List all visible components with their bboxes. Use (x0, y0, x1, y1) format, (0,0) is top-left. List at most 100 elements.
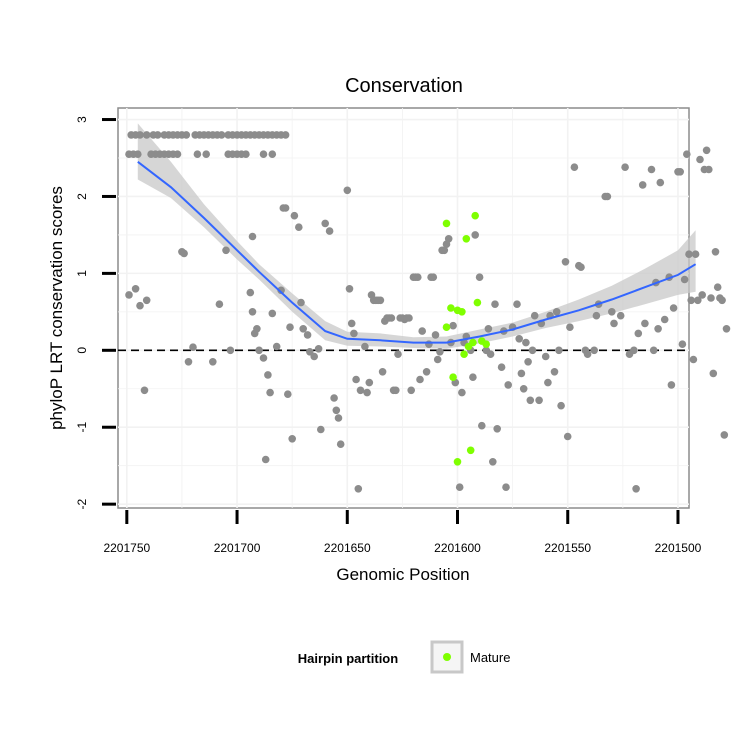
data-point-other (255, 346, 263, 355)
data-point-other (528, 346, 537, 355)
data-point-other (184, 358, 193, 366)
data-point-other (321, 219, 330, 228)
data-point-other (563, 432, 572, 441)
data-point-other (268, 309, 277, 318)
data-point-other (365, 378, 374, 387)
data-point-other (641, 319, 649, 328)
data-point-other (590, 346, 598, 355)
x-tick-label: 2201500 (655, 541, 702, 555)
data-point-other (189, 343, 197, 352)
data-point-other (253, 325, 261, 333)
data-point-other (475, 273, 484, 282)
data-point-other (299, 325, 308, 333)
data-point-other (713, 283, 722, 292)
data-point-other (621, 163, 629, 171)
data-point-other (193, 150, 202, 158)
data-point-mature (447, 304, 455, 312)
data-point-other (541, 352, 550, 361)
data-point-other (266, 388, 274, 397)
y-tick-label: 3 (75, 116, 89, 123)
data-point-mature (471, 211, 480, 220)
data-point-other (131, 285, 140, 293)
data-point-other (242, 150, 250, 158)
data-point-other (669, 304, 678, 312)
data-point-other (284, 390, 292, 399)
data-point-other (422, 368, 431, 376)
data-point-other (513, 300, 521, 309)
y-tick-label: -2 (75, 499, 89, 510)
y-tick-label: -1 (75, 422, 89, 433)
data-point-other (504, 381, 512, 389)
data-point-other (707, 294, 715, 302)
data-point-other (356, 386, 365, 395)
x-tick-label: 2201650 (324, 541, 371, 555)
data-point-other (416, 375, 424, 384)
data-point-other (689, 355, 698, 364)
data-point-other (493, 425, 502, 433)
data-point-other (303, 331, 312, 339)
data-point-other (694, 296, 702, 305)
data-point-other (134, 150, 142, 158)
data-point-other (246, 288, 255, 297)
data-point-other (182, 131, 191, 139)
mature-points (442, 211, 491, 466)
data-point-other (720, 431, 729, 439)
data-point-other (259, 354, 268, 362)
data-point-other (676, 168, 684, 176)
x-tick-label: 2201750 (103, 541, 150, 555)
data-point-other (259, 150, 268, 158)
data-point-other (352, 375, 360, 384)
data-point-other (405, 314, 413, 322)
data-point-other (173, 150, 182, 158)
data-point-other (535, 396, 543, 405)
data-point-other (552, 308, 561, 316)
data-point-other (140, 386, 149, 395)
data-point-other (209, 358, 217, 366)
data-point-mature (449, 373, 457, 382)
confidence-band (137, 123, 696, 349)
data-point-other (484, 325, 493, 333)
x-tick-label: 2201700 (214, 541, 261, 555)
data-point-other (314, 345, 323, 353)
data-point-other (515, 335, 523, 343)
data-point-other (125, 291, 133, 299)
data-point-other (345, 285, 354, 293)
data-point-other (638, 181, 647, 189)
data-point-other (517, 369, 526, 378)
data-point-other (592, 311, 601, 320)
data-point-other (491, 300, 499, 309)
data-point-other (566, 323, 574, 332)
data-point-other (698, 291, 706, 299)
data-point-other (449, 321, 457, 330)
data-point-other (458, 388, 466, 397)
data-point-other (142, 131, 151, 139)
data-point-other (136, 131, 144, 139)
data-point-other (350, 329, 358, 338)
data-point-mature (466, 446, 475, 455)
data-point-other (603, 192, 612, 201)
data-point-other (361, 342, 369, 351)
data-point-other (489, 458, 497, 466)
data-point-mature (469, 338, 477, 347)
legend-title: Hairpin partition (298, 651, 398, 666)
data-point-other (519, 385, 528, 393)
legend-key-dot (443, 653, 451, 661)
data-point-other (502, 483, 510, 492)
data-point-other (497, 363, 506, 372)
x-tick-label: 2201550 (544, 541, 591, 555)
data-point-mature (442, 323, 451, 332)
data-point-other (610, 319, 618, 328)
data-point-other (530, 311, 539, 320)
data-point-other (332, 406, 341, 415)
data-point-other (272, 342, 281, 351)
data-point-other (288, 435, 297, 443)
data-point-mature (460, 350, 468, 359)
y-tick-label: 1 (75, 270, 89, 277)
data-point-other (524, 358, 532, 366)
data-point-other (264, 371, 272, 379)
chart-title: Conservation (345, 75, 463, 97)
other-points (125, 131, 731, 493)
data-point-other (387, 314, 396, 322)
data-point-other (330, 394, 338, 402)
data-point-other (526, 396, 535, 405)
